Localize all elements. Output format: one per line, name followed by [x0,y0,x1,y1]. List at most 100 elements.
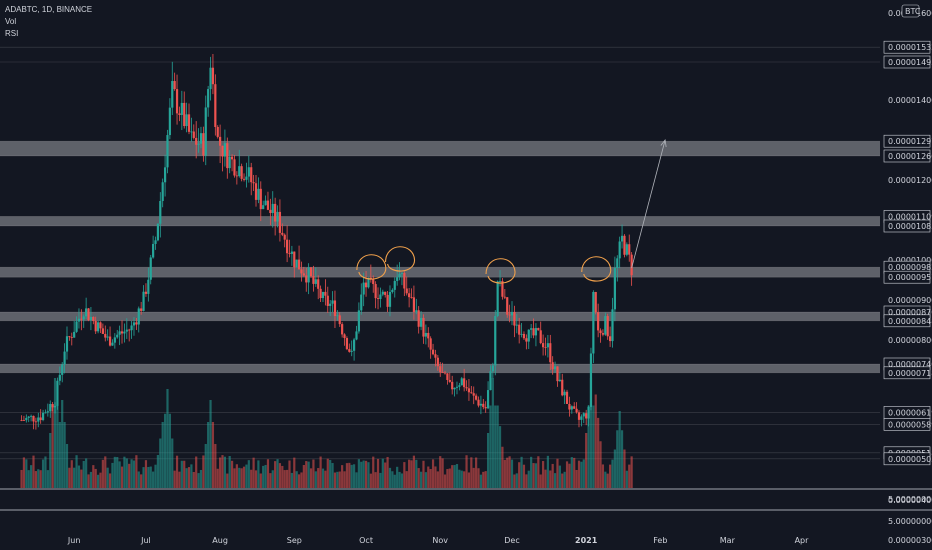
volume-bar [257,460,260,488]
candle [510,301,514,326]
candle [431,343,435,356]
volume-bar [116,457,119,488]
candle [259,181,262,222]
candle [565,389,569,405]
candle [269,198,272,226]
volume-bar [49,433,52,488]
rsi-indicator-label[interactable]: RSI [5,29,19,38]
candle [120,320,124,344]
volume-bar [441,458,444,488]
volume-bar [22,457,26,488]
candle [61,362,64,383]
volume-bar [262,465,265,488]
volume-bar [427,466,430,488]
candle [319,285,322,302]
candle [575,402,578,414]
candle [546,334,549,358]
candle [204,95,207,166]
candle [594,291,597,315]
volume-bar [508,456,511,488]
candle [247,155,250,183]
price-axis[interactable]: 0.00001600BTC0.000015320.000014950.00001… [883,4,932,545]
volume-bar [422,460,425,488]
volume-bar [616,430,619,488]
volume-bar [582,459,585,488]
volume-bar [376,458,380,488]
zone-1 [0,216,880,226]
candle [570,405,573,414]
volume-bar [628,464,631,488]
candle [73,320,76,338]
hand-drawn-circle-1[interactable] [385,246,416,272]
volume-bar [542,461,545,488]
volume-bar [73,467,76,488]
volume-bar [539,474,542,488]
candle [439,361,442,377]
candle [470,385,473,394]
candle [39,409,42,424]
volume-bar [443,474,447,488]
volume-bar [288,460,291,488]
volume-bar [44,456,47,488]
candle [446,373,449,385]
volume-bar [41,459,45,488]
candle [453,387,456,397]
symbol-title[interactable]: ADABTC, 1D, BINANCE [5,5,93,14]
volume-bar [575,469,578,488]
volume-bar [467,472,471,488]
volume-bar [317,468,320,488]
candle [606,313,609,340]
volume-bar [348,462,351,488]
candle [582,412,585,424]
volume-bar [278,463,282,488]
candle [374,281,377,309]
candle [434,349,437,367]
volume-bar [240,468,243,488]
hand-drawn-circle-2[interactable] [485,258,516,284]
chart-grid [0,46,880,460]
price-label-1: 0.00001495 [888,58,932,67]
volume-bar [34,471,37,488]
price-label-9: 0.00000982 [888,263,932,272]
volume-bar [408,459,411,488]
volume-bar [530,456,533,488]
volume-bar [178,471,181,488]
candle [300,261,303,282]
volume-bar [412,455,416,488]
volume-bar [341,465,344,488]
projection-arrow[interactable] [631,139,666,269]
candle [187,103,191,135]
x-tick-0: Jun [67,536,81,545]
candle [537,327,540,331]
candle [388,285,392,317]
volume-bar [187,467,191,488]
candle [544,337,547,356]
volume-bar [271,470,274,488]
candle [558,371,561,382]
candle [348,343,351,353]
currency-badge[interactable] [901,4,920,18]
zone-3 [0,312,880,321]
candle [111,339,114,346]
candle [472,386,475,405]
volume-bar [381,458,384,488]
candle [190,117,193,142]
hand-drawn-circle-3[interactable] [581,256,612,282]
time-axis[interactable]: Jun Jul Aug Sep Oct Nov Dec 2021 Feb Mar Apr [67,536,809,545]
candle [589,347,593,411]
candle [341,322,344,338]
volume-bar [39,470,42,488]
candle [163,154,167,197]
price-label-box-20 [883,452,931,466]
candle [618,236,621,269]
candle [101,323,104,335]
hand-drawn-circle-0[interactable] [356,254,387,280]
candle [427,327,430,348]
volume-indicator-label[interactable]: Vol [5,17,17,26]
projection-arrow-head [660,139,667,147]
volume-bar [594,394,597,488]
candle [561,373,564,397]
volume-bar [391,471,394,488]
volume-bar [369,473,372,488]
